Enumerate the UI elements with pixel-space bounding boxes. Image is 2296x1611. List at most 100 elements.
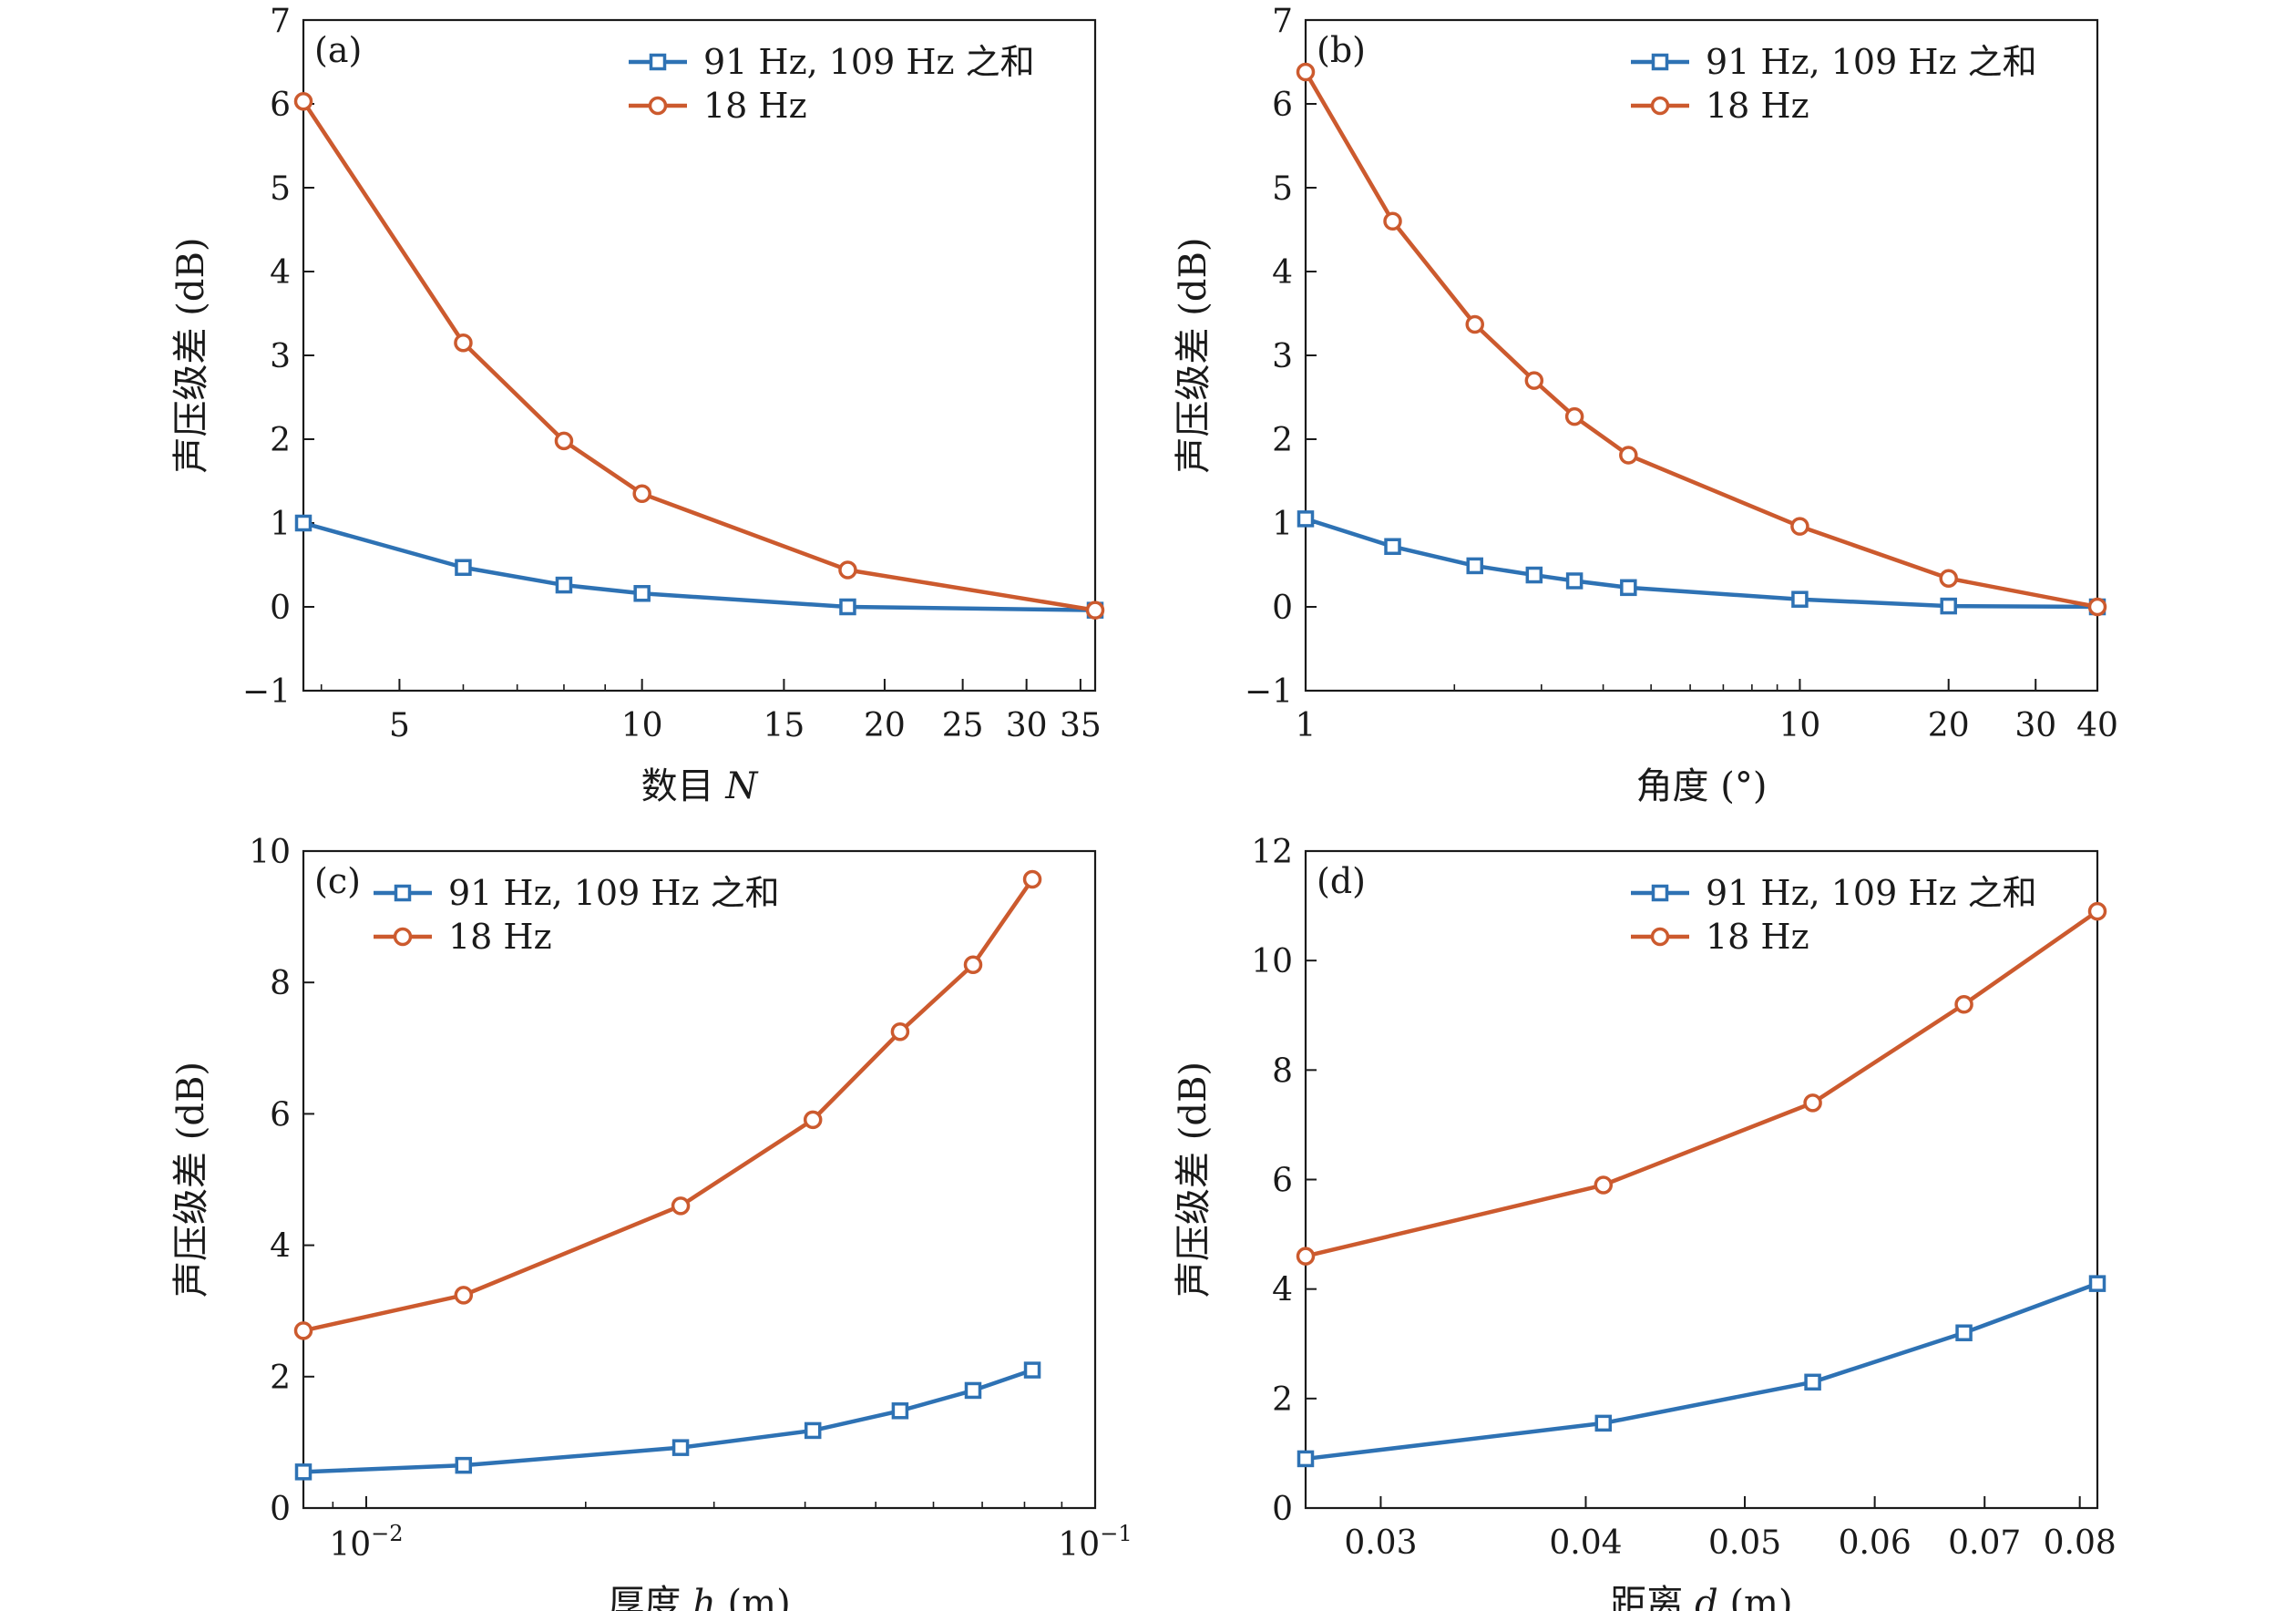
legend-marker-circle	[1650, 927, 1670, 947]
x-tick-label: 40	[2076, 707, 2118, 744]
data-point-square	[1297, 1450, 1315, 1468]
plot-frame	[302, 849, 1097, 1510]
data-point-square	[1384, 538, 1401, 556]
data-point-square	[1525, 566, 1543, 584]
y-tick-label: 4	[1272, 1272, 1293, 1309]
panel-a: −1 0 1 2 3 4 5 6 7 5 10 15 20 25 30 35 数目 N 声压级差 (dB) (a) 9…	[170, 3, 1105, 807]
data-point-circle	[1465, 314, 1484, 334]
series-line	[1304, 70, 2098, 610]
y-tick-label: 7	[1272, 3, 1293, 40]
y-tick-label: 2	[1272, 422, 1293, 459]
data-point-circle	[2087, 901, 2107, 921]
data-point-circle	[1803, 1093, 1822, 1113]
y-axis-label: 声压级差 (dB)	[1173, 1062, 1215, 1298]
y-tick-label: 1	[270, 506, 291, 543]
data-point-square	[294, 1463, 313, 1481]
data-point-circle	[671, 1196, 691, 1216]
x-tick-exponent: −1	[1100, 1521, 1132, 1546]
y-tick-label: 0	[1272, 1491, 1293, 1528]
data-point-square	[633, 585, 651, 602]
data-point-circle	[1022, 869, 1042, 889]
legend-label: 91 Hz, 109 Hz 之和	[703, 42, 1035, 82]
y-tick-label: 2	[270, 422, 291, 459]
x-tick-label: 0.04	[1549, 1524, 1622, 1562]
series-sum	[294, 1361, 1041, 1481]
x-tick-label: 30	[2014, 707, 2056, 744]
data-point-circle	[1790, 517, 1809, 536]
x-tick-label: 1	[1296, 707, 1317, 744]
x-axis-label-part: 角度 (°)	[1636, 765, 1768, 807]
legend-label: 91 Hz, 109 Hz 之和	[1706, 42, 2037, 82]
data-point-circle	[838, 560, 857, 580]
y-tick-label: −1	[242, 673, 291, 711]
x-tick-label: 5	[389, 707, 410, 744]
data-point-square	[839, 598, 856, 616]
series-line	[1305, 1281, 2098, 1462]
series-line	[302, 877, 1034, 1333]
data-point-square	[964, 1381, 982, 1400]
legend-label: 18 Hz	[1706, 86, 1809, 126]
x-axis-label: 厚度 h (m)	[608, 1583, 790, 1611]
series-sum	[294, 514, 1104, 619]
data-point-circle	[963, 955, 983, 974]
legend-marker-circle	[1650, 96, 1670, 116]
y-tick-label: −1	[1245, 673, 1293, 711]
data-point-square	[1620, 579, 1637, 597]
x-tick-label: 0.05	[1708, 1524, 1781, 1562]
data-point-circle	[554, 431, 574, 451]
panel-b: −1 0 1 2 3 4 5 6 7 1 10 20 30 40 角度 (°) 声压级差 (dB) (b) 91 …	[1173, 3, 2118, 807]
data-point-circle	[1524, 371, 1544, 390]
panel-label: (b)	[1317, 30, 1366, 70]
y-tick-label: 2	[1272, 1381, 1293, 1419]
data-point-square	[294, 514, 313, 532]
legend-marker-square	[1651, 884, 1669, 902]
data-point-square	[804, 1421, 822, 1440]
y-tick-label: 6	[1272, 1163, 1293, 1200]
x-tick-label: 0.03	[1344, 1524, 1417, 1562]
y-tick-label: 7	[270, 3, 291, 40]
y-tick-label: 6	[270, 1096, 291, 1134]
data-point-circle	[1296, 1247, 1316, 1266]
x-axis-label-part: 距离	[1610, 1583, 1695, 1611]
plot-frame	[1304, 849, 2099, 1510]
x-axis-label-part: (m)	[716, 1583, 791, 1611]
x-tick-label: 10	[621, 707, 663, 744]
data-point-square	[555, 576, 573, 594]
data-point-circle	[632, 484, 651, 504]
data-point-circle	[1594, 1175, 1614, 1195]
series-18hz	[1296, 62, 2107, 617]
y-tick-label: 0	[270, 590, 291, 627]
series-line	[1305, 517, 2098, 610]
legend-marker-square	[1651, 53, 1669, 71]
data-point-circle	[1383, 211, 1402, 231]
data-point-square	[1804, 1373, 1821, 1391]
y-tick-label: 1	[1272, 506, 1293, 543]
data-point-circle	[2087, 597, 2107, 617]
y-tick-label: 10	[1251, 943, 1293, 980]
data-point-square	[1297, 510, 1315, 528]
legend-marker-circle	[393, 927, 413, 947]
y-tick-label: 4	[270, 254, 291, 292]
y-axis-label: 声压级差 (dB)	[1173, 238, 1215, 474]
data-point-square	[455, 559, 472, 577]
panel-d: 0 2 4 6 8 10 12 0.03 0.04 0.05 0.06 0.07 0.08 距离 d (m…	[1173, 834, 2117, 1611]
x-axis-label-part: 数目	[641, 765, 726, 807]
x-tick-base: 10	[329, 1526, 371, 1564]
data-point-circle	[1954, 994, 1973, 1014]
x-tick-label: 25	[942, 707, 984, 744]
x-tick-label: 0.06	[1839, 1524, 1912, 1562]
x-tick-label: 35	[1060, 707, 1102, 744]
x-axis-label-part: (m)	[1718, 1583, 1793, 1611]
series-18hz	[293, 869, 1042, 1340]
y-tick-label: 3	[1272, 338, 1293, 375]
data-point-circle	[803, 1110, 823, 1130]
series-18hz	[1296, 901, 2107, 1266]
series-line	[1305, 909, 2099, 1258]
data-point-square	[671, 1439, 690, 1456]
legend-marker-square	[394, 884, 412, 902]
data-point-square	[455, 1456, 473, 1474]
x-tick-label: 30	[1006, 707, 1048, 744]
